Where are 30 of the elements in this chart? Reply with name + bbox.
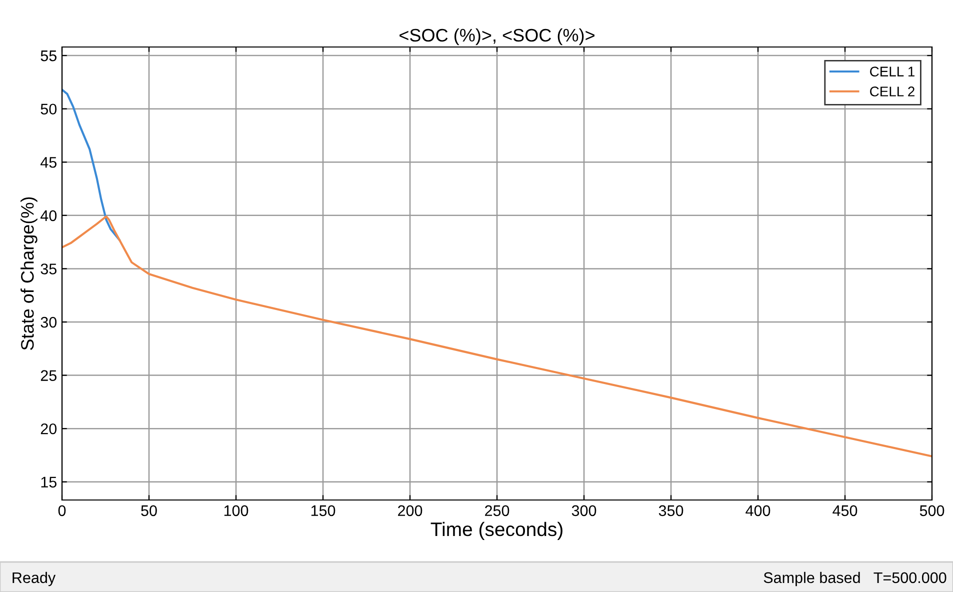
legend-label: CELL 2 (870, 86, 914, 96)
x-tick-label: 50 (141, 505, 157, 516)
x-tick-label: 450 (832, 505, 858, 516)
y-tick-label: 55 (40, 50, 56, 62)
x-axis-title: Time (seconds) (430, 522, 562, 540)
y-tick-label: 25 (40, 370, 56, 381)
text: Ready (12, 572, 56, 586)
x-tick-label: 0 (58, 505, 66, 516)
x-tick-label: 350 (658, 505, 684, 516)
x-tick-label: 100 (224, 505, 248, 516)
line-series (62, 88, 120, 241)
x-tick-label: 400 (746, 505, 770, 516)
y-tick-label: 40 (40, 210, 57, 222)
line-series (62, 215, 932, 458)
y-axis-title: State of Charge(%) (20, 197, 38, 350)
text: T=500.000 (874, 572, 946, 584)
x-tick-label: 150 (311, 505, 336, 516)
x-tick-label: 200 (398, 505, 422, 516)
x-tick-label: 300 (572, 505, 596, 516)
y-tick-label: 45 (40, 157, 56, 168)
legend-label: CELL 1 (870, 66, 914, 76)
y-tick-label: 20 (40, 423, 57, 434)
y-tick-label: 50 (40, 104, 57, 115)
y-tick-label: 35 (40, 264, 56, 274)
y-tick-label: 15 (41, 476, 56, 488)
y-tick-label: 30 (40, 316, 57, 328)
text: Sample based (764, 572, 860, 586)
x-tick-label: 500 (920, 505, 944, 516)
chart-title: <SOC (%)>, <SOC (%)> (400, 28, 594, 46)
x-tick-label: 250 (485, 505, 510, 516)
